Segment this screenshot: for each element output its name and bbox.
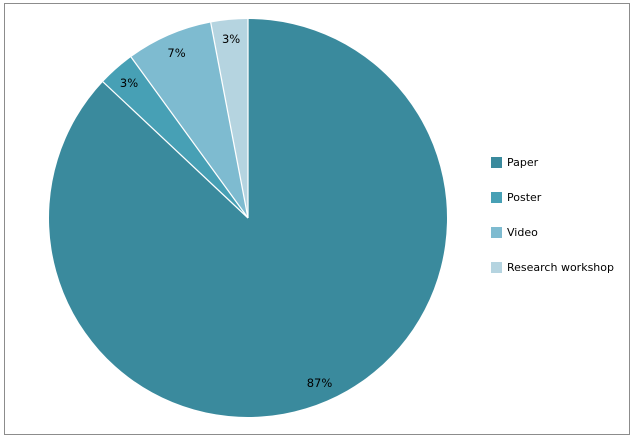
legend: Paper Poster Video Research workshop bbox=[491, 145, 614, 285]
legend-item-poster[interactable]: Poster bbox=[491, 180, 614, 215]
legend-label: Poster bbox=[507, 191, 542, 204]
slice-separator bbox=[102, 81, 249, 219]
legend-label: Video bbox=[507, 226, 538, 239]
data-label-poster: 3% bbox=[120, 76, 138, 90]
legend-item-research-workshop[interactable]: Research workshop bbox=[491, 250, 614, 285]
legend-swatch-paper bbox=[491, 157, 502, 168]
pie-chart: 87% 3% 7% 3% bbox=[49, 18, 448, 417]
legend-swatch-research-workshop bbox=[491, 262, 502, 273]
data-label-video: 7% bbox=[167, 46, 185, 60]
legend-item-video[interactable]: Video bbox=[491, 215, 614, 250]
slice-separator bbox=[130, 56, 249, 219]
pie-slice-poster[interactable] bbox=[102, 57, 248, 219]
legend-swatch-poster bbox=[491, 192, 502, 203]
legend-swatch-video bbox=[491, 227, 502, 238]
slice-separator bbox=[210, 22, 249, 219]
data-label-paper: 87% bbox=[307, 376, 333, 390]
legend-item-paper[interactable]: Paper bbox=[491, 145, 614, 180]
data-label-research-workshop: 3% bbox=[222, 32, 240, 46]
legend-label: Paper bbox=[507, 156, 539, 169]
pie-slice-video[interactable] bbox=[131, 22, 248, 218]
legend-label: Research workshop bbox=[507, 261, 614, 274]
